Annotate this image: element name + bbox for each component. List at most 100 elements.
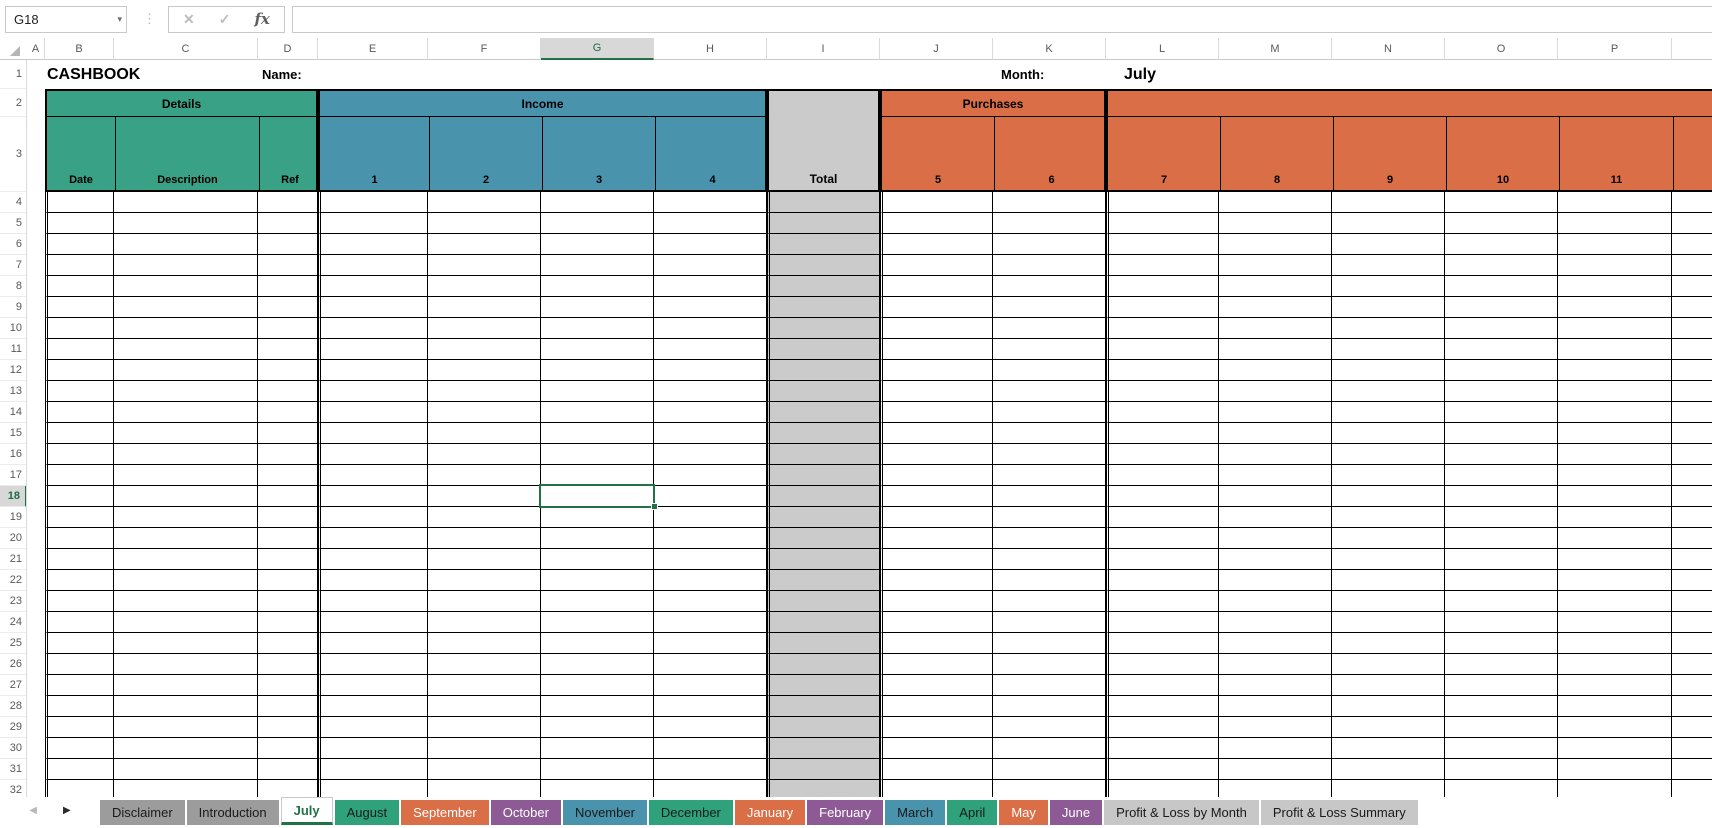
cell[interactable] — [880, 234, 993, 255]
cell[interactable] — [1106, 696, 1219, 717]
row-header-1[interactable]: 1 — [0, 60, 26, 89]
cell[interactable] — [1445, 444, 1558, 465]
cell[interactable] — [318, 696, 428, 717]
cell[interactable] — [993, 675, 1106, 696]
cell[interactable] — [1672, 633, 1712, 654]
cell[interactable] — [880, 528, 993, 549]
row-header-14[interactable]: 14 — [0, 402, 26, 423]
cell[interactable] — [1445, 654, 1558, 675]
cell[interactable] — [1219, 507, 1332, 528]
cell[interactable] — [1106, 717, 1219, 738]
total-column-cell[interactable] — [767, 402, 880, 423]
name-box-input[interactable] — [14, 11, 94, 27]
cell[interactable] — [1219, 213, 1332, 234]
cell[interactable] — [880, 759, 993, 780]
cell[interactable] — [428, 528, 541, 549]
cell[interactable] — [1558, 738, 1672, 759]
cell[interactable] — [993, 738, 1106, 759]
cell[interactable] — [114, 591, 258, 612]
cell[interactable] — [1332, 276, 1445, 297]
cell[interactable] — [318, 549, 428, 570]
column-header-M[interactable]: M — [1219, 38, 1332, 60]
row-header-31[interactable]: 31 — [0, 759, 26, 780]
total-column-cell[interactable] — [767, 675, 880, 696]
cell[interactable] — [1332, 570, 1445, 591]
cell[interactable] — [1219, 738, 1332, 759]
cell[interactable] — [258, 297, 318, 318]
cell[interactable] — [654, 381, 767, 402]
cell[interactable] — [654, 696, 767, 717]
header-sub-8[interactable]: 8 — [1221, 117, 1334, 190]
cell[interactable] — [1106, 444, 1219, 465]
tab-june[interactable]: June — [1049, 800, 1103, 825]
cell[interactable] — [1106, 255, 1219, 276]
cell[interactable] — [114, 423, 258, 444]
cell[interactable] — [654, 297, 767, 318]
cell[interactable] — [258, 444, 318, 465]
cell[interactable] — [318, 423, 428, 444]
cell[interactable] — [318, 633, 428, 654]
cell[interactable] — [1672, 255, 1712, 276]
cell[interactable] — [880, 507, 993, 528]
cell[interactable] — [1332, 255, 1445, 276]
column-header-K[interactable]: K — [993, 38, 1106, 60]
cell[interactable] — [993, 759, 1106, 780]
cell[interactable] — [1672, 444, 1712, 465]
cell[interactable] — [114, 654, 258, 675]
cell[interactable] — [258, 738, 318, 759]
cell[interactable] — [1106, 549, 1219, 570]
row-header-11[interactable]: 11 — [0, 339, 26, 360]
total-column-cell[interactable] — [767, 528, 880, 549]
row-header-7[interactable]: 7 — [0, 255, 26, 276]
cell[interactable] — [114, 192, 258, 213]
cell[interactable] — [1332, 591, 1445, 612]
cell[interactable] — [1106, 234, 1219, 255]
total-column-cell[interactable] — [767, 738, 880, 759]
cell[interactable] — [654, 444, 767, 465]
tab-november[interactable]: November — [562, 800, 647, 825]
cell[interactable] — [45, 381, 114, 402]
cell[interactable] — [1558, 465, 1672, 486]
cell[interactable] — [654, 633, 767, 654]
cell[interactable] — [45, 591, 114, 612]
cell[interactable] — [993, 318, 1106, 339]
cell[interactable] — [1672, 654, 1712, 675]
cell[interactable] — [1445, 738, 1558, 759]
cell[interactable] — [258, 612, 318, 633]
name-box[interactable]: ▾ — [5, 5, 127, 33]
cell[interactable] — [1106, 381, 1219, 402]
cell[interactable] — [45, 192, 114, 213]
cell[interactable] — [114, 759, 258, 780]
tab-introduction[interactable]: Introduction — [186, 800, 279, 825]
cell[interactable] — [114, 549, 258, 570]
cell[interactable] — [1219, 528, 1332, 549]
cell[interactable] — [114, 675, 258, 696]
cell[interactable] — [654, 675, 767, 696]
cell[interactable] — [318, 444, 428, 465]
cell[interactable] — [1445, 360, 1558, 381]
row-header-22[interactable]: 22 — [0, 570, 26, 591]
tab-profit-loss-by-month[interactable]: Profit & Loss by Month — [1104, 800, 1259, 825]
cell[interactable] — [114, 318, 258, 339]
cell[interactable] — [993, 507, 1106, 528]
cell[interactable] — [541, 549, 654, 570]
cell[interactable] — [1558, 612, 1672, 633]
cell[interactable] — [318, 297, 428, 318]
cell[interactable] — [1332, 297, 1445, 318]
cell[interactable] — [45, 612, 114, 633]
cell[interactable] — [45, 486, 114, 507]
total-column-cell[interactable] — [767, 381, 880, 402]
cell[interactable] — [1332, 339, 1445, 360]
tab-october[interactable]: October — [490, 800, 561, 825]
cell[interactable] — [1558, 633, 1672, 654]
cell[interactable] — [541, 318, 654, 339]
header-sub-10[interactable]: 10 — [1447, 117, 1560, 190]
cell[interactable] — [428, 612, 541, 633]
total-column-cell[interactable] — [767, 339, 880, 360]
header-sub-ref[interactable]: Ref — [281, 174, 299, 186]
cell[interactable] — [654, 318, 767, 339]
cell[interactable] — [1219, 297, 1332, 318]
cell[interactable] — [541, 717, 654, 738]
cell[interactable] — [880, 570, 993, 591]
cell[interactable] — [1445, 381, 1558, 402]
